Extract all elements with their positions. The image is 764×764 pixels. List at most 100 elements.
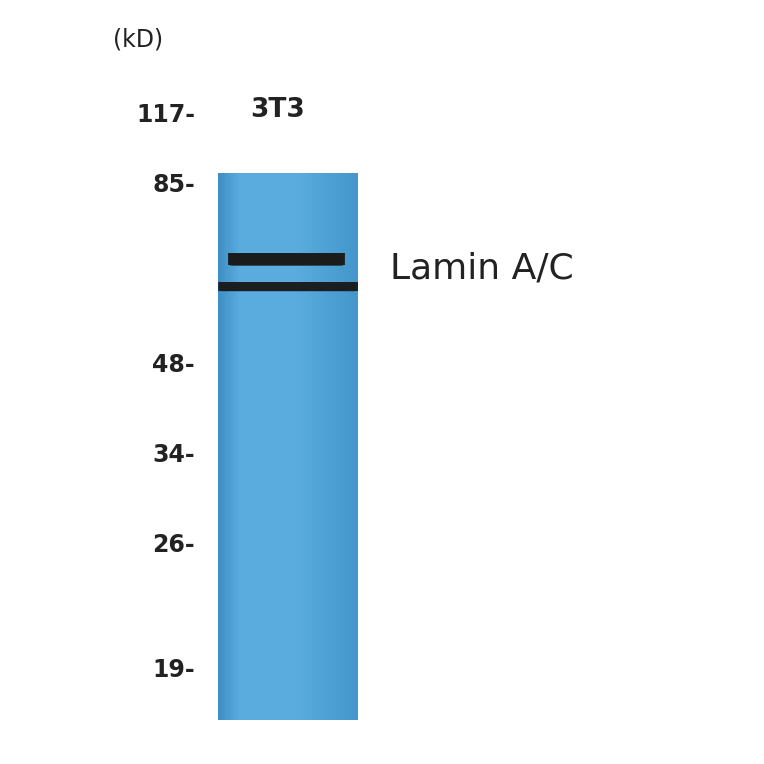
Bar bbox=[302, 173, 303, 720]
Bar bbox=[336, 173, 338, 720]
Bar bbox=[288, 173, 289, 720]
Bar bbox=[232, 173, 233, 720]
Bar bbox=[219, 173, 220, 720]
Bar bbox=[315, 173, 316, 720]
Bar bbox=[221, 283, 355, 292]
Bar bbox=[322, 173, 323, 720]
Bar bbox=[298, 173, 299, 720]
Text: 85-: 85- bbox=[152, 173, 195, 197]
Bar bbox=[246, 173, 247, 720]
Bar bbox=[266, 173, 267, 720]
Bar bbox=[355, 173, 356, 720]
Bar bbox=[251, 173, 253, 720]
Bar bbox=[245, 173, 246, 720]
Bar bbox=[345, 173, 346, 720]
Bar bbox=[271, 173, 272, 720]
Bar bbox=[318, 173, 319, 720]
Bar bbox=[228, 253, 345, 265]
Bar bbox=[354, 173, 355, 720]
Bar bbox=[218, 282, 358, 291]
Bar bbox=[228, 173, 229, 720]
Bar bbox=[357, 173, 358, 720]
Bar bbox=[243, 173, 244, 720]
Bar bbox=[262, 173, 263, 720]
Bar bbox=[278, 173, 279, 720]
Bar bbox=[332, 173, 333, 720]
Bar bbox=[236, 173, 237, 720]
Bar bbox=[274, 173, 275, 720]
Bar bbox=[292, 173, 293, 720]
Bar bbox=[229, 173, 230, 720]
Bar bbox=[321, 173, 322, 720]
Bar bbox=[230, 254, 343, 266]
Bar bbox=[226, 173, 228, 720]
Bar bbox=[230, 173, 231, 720]
Bar bbox=[275, 173, 276, 720]
Bar bbox=[238, 173, 239, 720]
Bar bbox=[231, 173, 232, 720]
Bar bbox=[325, 173, 326, 720]
Bar bbox=[257, 173, 258, 720]
Bar bbox=[291, 173, 292, 720]
Bar bbox=[297, 173, 298, 720]
Bar bbox=[328, 173, 329, 720]
Bar bbox=[303, 173, 304, 720]
Bar bbox=[331, 173, 332, 720]
Bar bbox=[270, 173, 271, 720]
Bar bbox=[276, 173, 277, 720]
Bar bbox=[259, 173, 260, 720]
Bar bbox=[254, 173, 255, 720]
Bar bbox=[353, 173, 354, 720]
Bar bbox=[296, 173, 297, 720]
Bar bbox=[346, 173, 347, 720]
Bar bbox=[247, 173, 248, 720]
Bar bbox=[244, 173, 245, 720]
Bar bbox=[329, 173, 330, 720]
Bar bbox=[335, 173, 336, 720]
Bar bbox=[293, 173, 295, 720]
Bar bbox=[284, 173, 285, 720]
Bar bbox=[306, 173, 308, 720]
Bar bbox=[220, 173, 221, 720]
Text: 34-: 34- bbox=[152, 443, 195, 467]
Text: 26-: 26- bbox=[152, 533, 195, 557]
Bar bbox=[340, 173, 342, 720]
Bar bbox=[342, 173, 343, 720]
Bar bbox=[283, 173, 284, 720]
Bar bbox=[316, 173, 317, 720]
Bar bbox=[233, 173, 234, 720]
Bar bbox=[312, 173, 313, 720]
Bar bbox=[290, 173, 291, 720]
Bar bbox=[309, 173, 310, 720]
Bar bbox=[301, 173, 302, 720]
Bar bbox=[263, 173, 264, 720]
Bar bbox=[356, 173, 357, 720]
Bar bbox=[222, 173, 224, 720]
Bar bbox=[339, 173, 340, 720]
Bar bbox=[286, 173, 287, 720]
Bar bbox=[267, 173, 268, 720]
Bar bbox=[305, 173, 306, 720]
Bar bbox=[300, 173, 301, 720]
Bar bbox=[317, 173, 318, 720]
Bar bbox=[256, 173, 257, 720]
Bar bbox=[289, 173, 290, 720]
Bar bbox=[261, 173, 262, 720]
Bar bbox=[277, 173, 278, 720]
Bar bbox=[273, 173, 274, 720]
Bar bbox=[229, 254, 344, 265]
Bar bbox=[219, 283, 357, 291]
Text: 19-: 19- bbox=[152, 658, 195, 682]
Bar bbox=[295, 173, 296, 720]
Bar bbox=[219, 282, 358, 291]
Bar bbox=[304, 173, 305, 720]
Bar bbox=[255, 173, 256, 720]
Bar bbox=[225, 173, 226, 720]
Bar bbox=[242, 173, 243, 720]
Bar bbox=[281, 173, 283, 720]
Bar bbox=[314, 173, 315, 720]
Bar bbox=[279, 173, 280, 720]
Text: Lamin A/C: Lamin A/C bbox=[390, 251, 574, 285]
Bar bbox=[326, 173, 327, 720]
Text: 117-: 117- bbox=[136, 103, 195, 127]
